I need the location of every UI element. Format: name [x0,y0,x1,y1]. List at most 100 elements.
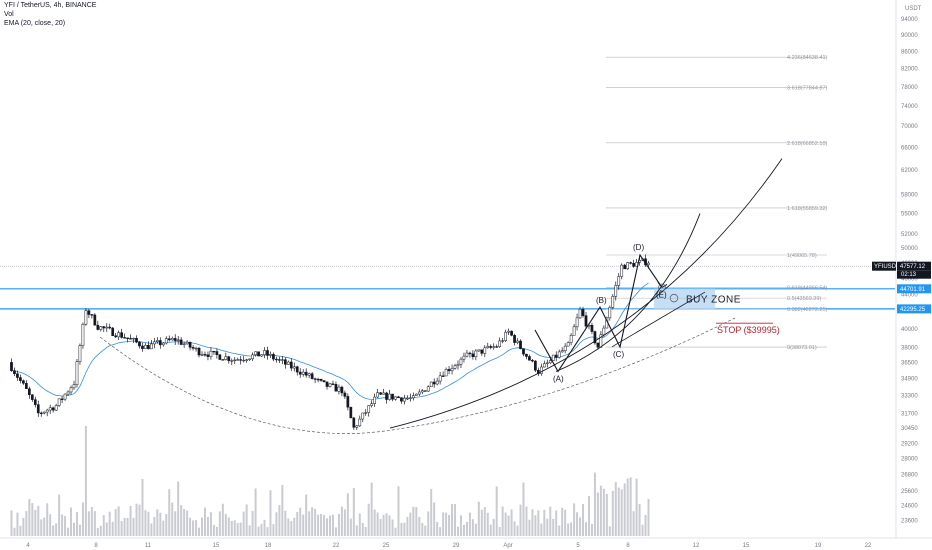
candle-body [411,395,415,399]
volume-bar [105,522,108,536]
candle-body [188,341,192,348]
volume-bar [564,509,567,536]
candle-body [215,351,219,355]
volume-bar [215,526,218,536]
volume-bar [230,520,233,536]
volume-bar [314,508,317,536]
volume-bar [611,490,614,536]
volume-bar [73,522,75,536]
volume-bar [418,516,421,536]
volume-bar [385,513,388,536]
volume-bar [129,506,132,536]
volume-bar [308,511,311,536]
candle-body [313,378,317,380]
volume-bar [593,472,596,536]
candle-body [224,356,228,360]
volume-bar [90,506,93,536]
volume-bar [180,505,183,536]
candle-body [391,393,394,400]
candle-body [10,362,13,371]
volume-bar [70,507,73,536]
volume-bar [317,514,320,536]
candle-body [161,342,165,346]
time-tick-label: 5 [576,543,580,549]
candle-body [227,356,231,362]
volume-bar [334,527,337,536]
volume-bar [10,510,13,536]
candle-body [96,324,100,330]
candle-body [525,353,528,357]
volume-bar [218,511,221,536]
volume-bar [311,507,314,536]
ema-line [11,282,649,400]
current-price-tag: 47577.12 [900,264,926,270]
volume-bar [141,478,144,536]
candle-body [444,369,448,377]
volume-bar [495,486,498,536]
price-tick-label: 70000 [901,124,918,130]
volume-bar [64,516,67,536]
candle-body [376,392,379,398]
volume-bar [206,516,209,536]
fib-level-label: 0.5(43569.39) [787,296,821,302]
volume-bar [278,505,281,536]
candle-body [477,349,481,352]
candle-body [578,309,582,319]
volume-bar [486,512,489,536]
volume-bar [451,503,454,536]
candle-body [138,341,141,347]
volume-bar [647,498,650,536]
candle-body [209,350,213,357]
candle-body [441,375,445,377]
candle-body [266,350,269,356]
candle-body [394,396,397,400]
candle-body [647,262,650,266]
candle-body [554,354,558,358]
candle-body [388,393,391,400]
candle-body [307,373,311,376]
candle-body [614,285,618,297]
candle-body [182,343,186,345]
volume-bar [352,488,355,536]
upper-level-tag-bg [897,284,931,294]
candle-body [278,359,281,361]
pattern-drawings[interactable] [99,158,783,434]
candle-body [99,326,103,330]
candle-body [420,390,424,393]
volume-bar [123,517,126,536]
volume-bar [543,509,546,536]
candle-body [501,340,505,342]
volume-bar [108,511,111,536]
fib-extension[interactable]: 4.236(84638.41) 3.618(77844.87) 2.618(6685… [606,55,828,351]
price-tick-label: 50000 [901,246,918,252]
candle-body [352,417,356,428]
price-tick-label: 62000 [901,168,918,174]
volume-bar [156,509,159,536]
volume-bar [248,525,251,536]
volume-bar [174,511,177,536]
volume-bar [448,515,451,536]
candle-body [406,398,409,400]
price-tick-label: 44000 [901,293,918,299]
volume-bar [46,503,49,536]
volume-bar [52,525,55,536]
volume-bar [323,515,326,536]
candle-body [236,359,240,361]
volume-bar [117,506,120,536]
volume-bar [296,511,299,536]
volume-bar [373,509,376,536]
volume-bar [111,521,114,536]
volume-bar [254,488,257,536]
volume-bar [349,518,352,536]
target-circle-buy [669,293,679,303]
candle-body [349,406,353,419]
time-axis[interactable]: 4 8 11 15 18 22 25 29 Apr 5 8 12 15 19 22 [0,537,932,550]
volume-bar [474,523,477,536]
volume-bar [195,520,198,536]
volume-bar [144,510,147,536]
volume-bar [602,488,605,536]
time-tick-label: 29 [453,543,460,549]
horizontal-levels[interactable]: BUY ZONE STOP ($39995) [0,265,895,335]
volume-bar [22,517,25,536]
